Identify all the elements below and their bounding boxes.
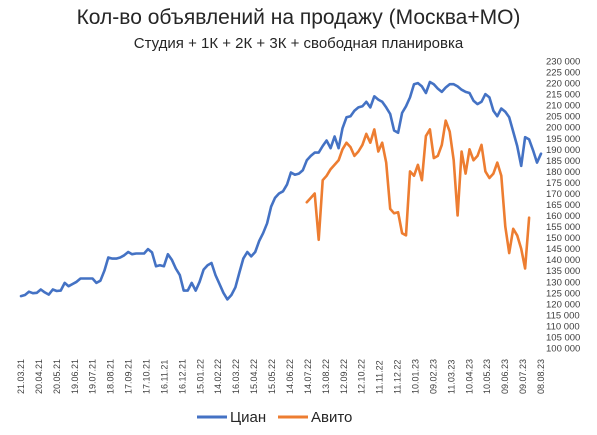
y-tick-label: 180 000 (546, 167, 580, 178)
x-tick-label: 14.06.22 (285, 359, 295, 394)
x-tick-label: 12.10.22 (357, 359, 367, 394)
y-tick-label: 145 000 (546, 244, 580, 255)
series-layer (19, 80, 543, 301)
x-tick-label: 20.04.21 (34, 359, 44, 394)
series-line-cian (19, 80, 543, 301)
x-axis: 21.03.21 20.04.21 20.05.21 19.06.21 19.07.21… (16, 359, 546, 394)
y-tick-label: 190 000 (546, 145, 580, 156)
y-tick-label: 230 000 (546, 57, 580, 68)
y-tick-label: 195 000 (546, 134, 580, 145)
y-tick-label: 135 000 (546, 266, 580, 277)
x-tick-label: 15.01.22 (195, 359, 205, 394)
legend-label: Авито (311, 409, 352, 426)
x-tick-label: 13.08.22 (321, 359, 331, 394)
chart-subtitle: Студия + 1К + 2К + 3К + свободная планир… (133, 35, 464, 52)
y-tick-label: 155 000 (546, 222, 580, 233)
chart-title: Кол-во объявлений на продажу (Москва+МО) (76, 6, 521, 29)
y-tick-label: 205 000 (546, 112, 580, 123)
y-tick-label: 175 000 (546, 178, 580, 189)
x-tick-label: 16.12.21 (177, 359, 187, 394)
y-tick-label: 110 000 (546, 321, 580, 332)
y-tick-label: 210 000 (546, 101, 580, 112)
y-tick-label: 160 000 (546, 211, 580, 222)
x-tick-label: 17.10.21 (142, 359, 152, 394)
x-tick-label: 10.01.23 (410, 359, 420, 394)
x-tick-label: 11.11.22 (375, 360, 385, 394)
y-tick-label: 150 000 (546, 233, 580, 244)
x-tick-label: 09.07.23 (518, 359, 528, 394)
y-tick-label: 120 000 (546, 299, 580, 310)
x-tick-label: 19.07.21 (88, 359, 98, 394)
x-tick-label: 08.08.23 (536, 359, 546, 394)
y-tick-label: 140 000 (546, 255, 580, 266)
y-tick-label: 170 000 (546, 189, 580, 200)
series-line-avito (305, 119, 531, 270)
x-tick-label: 11.12.22 (393, 360, 403, 394)
x-tick-label: 14.02.22 (213, 359, 223, 394)
y-tick-label: 100 000 (546, 344, 580, 355)
y-tick-label: 220 000 (546, 79, 580, 90)
y-tick-label: 215 000 (546, 90, 580, 101)
x-tick-label: 15.05.22 (267, 359, 277, 394)
y-tick-label: 105 000 (546, 332, 580, 343)
x-tick-label: 11.03.23 (446, 360, 456, 394)
x-tick-label: 15.04.22 (249, 359, 259, 394)
legend: Циан Авито (197, 409, 352, 426)
y-tick-label: 185 000 (546, 156, 580, 167)
y-tick-label: 130 000 (546, 277, 580, 288)
x-tick-label: 16.11.21 (159, 360, 169, 394)
y-tick-label: 115 000 (546, 310, 580, 321)
x-tick-label: 18.08.21 (106, 359, 116, 394)
x-tick-label: 12.09.22 (339, 359, 349, 394)
x-tick-label: 10.05.23 (482, 359, 492, 394)
y-tick-label: 225 000 (546, 68, 580, 79)
x-tick-label: 16.03.22 (231, 359, 241, 394)
x-tick-label: 21.03.21 (16, 359, 26, 394)
x-tick-label: 14.07.22 (303, 359, 313, 394)
y-tick-label: 200 000 (546, 123, 580, 134)
y-tick-label: 125 000 (546, 288, 580, 299)
legend-label: Циан (230, 409, 266, 426)
x-tick-label: 17.09.21 (124, 359, 134, 394)
x-tick-label: 10.04.23 (464, 359, 474, 394)
x-tick-label: 09.02.23 (428, 359, 438, 394)
y-tick-label: 165 000 (546, 200, 580, 211)
x-tick-label: 19.06.21 (70, 359, 80, 394)
x-tick-label: 09.06.23 (500, 359, 510, 394)
x-tick-label: 20.05.21 (52, 359, 62, 394)
